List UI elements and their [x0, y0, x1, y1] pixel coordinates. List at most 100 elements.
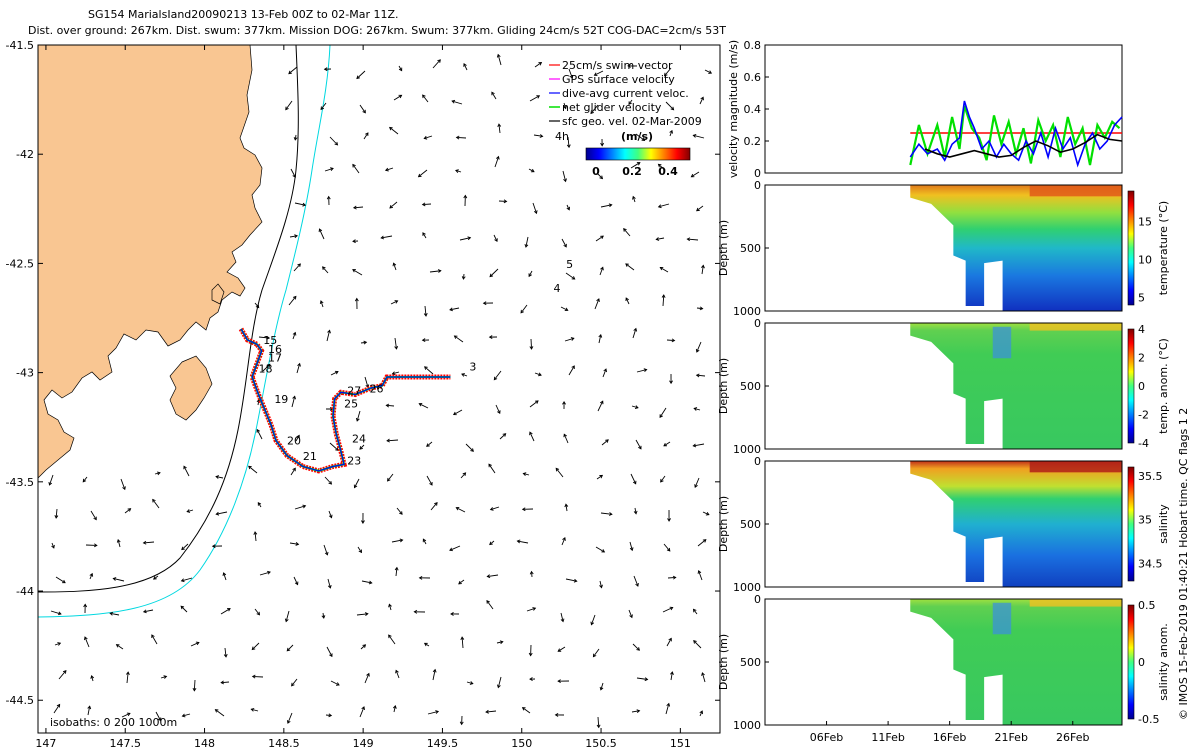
geo-velocity-arrow [565, 272, 576, 280]
geo-velocity-arrow [326, 329, 331, 342]
velocity-series-sfc-geo-vel- [924, 133, 1123, 158]
geo-velocity-arrow [324, 476, 333, 485]
geo-velocity-arrow [389, 201, 398, 209]
geo-velocity-arrow [324, 167, 334, 172]
section-colorbar [1127, 190, 1135, 306]
geo-velocity-arrow [361, 512, 365, 524]
colorbar-label: salinity anom. [1157, 623, 1170, 701]
geo-velocity-arrow [459, 715, 464, 726]
geo-velocity-arrow [393, 94, 403, 101]
geo-velocity-arrow [142, 609, 154, 614]
geo-velocity-arrow [449, 545, 461, 552]
section-temperature: 0 500 1000 Depth (m) 5 10 15 temperature (°C) [717, 179, 1170, 318]
colorbar-tick-label: 5 [1138, 291, 1145, 304]
time-tick-label: 16Feb [933, 731, 966, 744]
colorbar-tick: 0.2 [622, 165, 642, 178]
geo-velocity-arrow [460, 636, 465, 649]
geo-velocity-arrow [359, 104, 366, 114]
time-tick-label: 06Feb [810, 731, 843, 744]
geo-velocity-arrow [259, 570, 271, 576]
geo-velocity-arrow [598, 333, 603, 344]
geo-velocity-arrow [295, 434, 300, 442]
colorbar-tick-label: 0 [1138, 656, 1145, 669]
geo-velocity-arrow [489, 540, 495, 546]
geo-velocity-arrow [595, 546, 606, 553]
geo-velocity-arrow [600, 512, 613, 516]
velocity-series [909, 100, 1123, 168]
geo-velocity-arrow [599, 580, 603, 589]
track-dive-label: 3 [469, 360, 476, 373]
legend-dac: dive-avg current veloc. [549, 87, 689, 100]
geo-velocity-arrow [493, 370, 502, 381]
map-x-tick-label: 148 [194, 737, 215, 750]
geo-velocity-arrow [662, 606, 674, 613]
track-dive-label: 27 [347, 384, 361, 397]
geo-velocity-arrow [90, 675, 95, 682]
geo-velocity-arrow [568, 365, 575, 376]
geo-velocity-arrow [426, 475, 433, 486]
geo-velocity-arrow [655, 237, 665, 241]
depth-axis-label: Depth (m) [717, 496, 730, 552]
map-y-tick-label: -44.5 [6, 694, 34, 707]
geo-velocity-arrow [115, 644, 124, 650]
geo-velocity-arrow [628, 609, 633, 619]
section-cold-patch [992, 602, 1012, 635]
geo-velocity-arrow [498, 199, 508, 204]
geo-velocity-arrow [429, 269, 442, 273]
map-x-tick-label: 150 [511, 737, 532, 750]
geo-velocity-arrow [661, 294, 666, 307]
geo-velocity-arrow [289, 542, 300, 546]
section-warm-patch [1029, 323, 1122, 331]
geo-velocity-arrow [426, 441, 433, 447]
geo-velocity-arrow [520, 304, 528, 314]
geo-velocity-arrow [153, 575, 159, 580]
dac-track [240, 328, 451, 472]
geo-velocity-arrow [491, 91, 497, 100]
geo-velocity-arrow [424, 366, 434, 375]
geo-velocity-arrow [659, 407, 667, 418]
geo-velocity-arrow [599, 682, 604, 691]
geo-velocity-arrow [258, 335, 271, 340]
geo-velocity-arrow [291, 395, 297, 408]
geo-velocity-arrow [154, 471, 161, 476]
map-y-tick-label: -42 [16, 148, 34, 161]
geo-velocity-arrow [389, 126, 399, 135]
geo-velocity-arrow [488, 463, 496, 474]
geo-velocity-arrow [489, 268, 499, 278]
geo-velocity-arrow [663, 543, 671, 552]
geo-velocity-arrow [529, 95, 541, 102]
track-dive-label: 4 [553, 282, 560, 295]
geo-velocity-arrow [633, 575, 639, 587]
geo-velocity-arrow [325, 713, 333, 718]
geo-velocity-arrow [211, 544, 223, 549]
geo-velocity-arrow [594, 298, 600, 310]
colorbar-title: (m/s) [621, 130, 653, 143]
svg-text:GPS surface velocity: GPS surface velocity [562, 73, 675, 86]
geo-velocity-arrow [356, 70, 366, 80]
colorbar-tick-label: -0.5 [1138, 713, 1159, 726]
geo-velocity-arrow [455, 169, 462, 173]
geo-velocity-arrow [251, 674, 264, 679]
geo-velocity-arrow [628, 99, 633, 105]
time-tick-label: 26Feb [1056, 731, 1089, 744]
geo-velocity-arrow [418, 575, 431, 580]
geo-velocity-arrow [455, 506, 466, 513]
map-x-tick-label: 149 [353, 737, 374, 750]
geo-velocity-arrow [186, 509, 194, 513]
geo-velocity-arrow [323, 544, 329, 556]
section-warm-layer [1029, 461, 1122, 473]
geo-velocity-arrow [667, 575, 677, 580]
geo-velocity-arrow [54, 508, 59, 519]
geo-velocity-arrow [632, 643, 640, 651]
map-x-tick-label: 147 [35, 737, 56, 750]
geo-velocity-arrow [254, 302, 260, 309]
geo-velocity-arrow [294, 504, 307, 510]
geo-velocity-arrow [323, 67, 332, 72]
svg-text:dive-avg current veloc.: dive-avg current veloc. [562, 87, 689, 100]
geo-velocity-arrow [557, 646, 566, 652]
geo-velocity-arrow [592, 648, 600, 658]
geo-velocity-arrow [534, 62, 543, 68]
geo-velocity-arrow [555, 467, 564, 478]
geo-velocity-arrow [215, 511, 228, 516]
geo-velocity-arrow [54, 642, 62, 646]
